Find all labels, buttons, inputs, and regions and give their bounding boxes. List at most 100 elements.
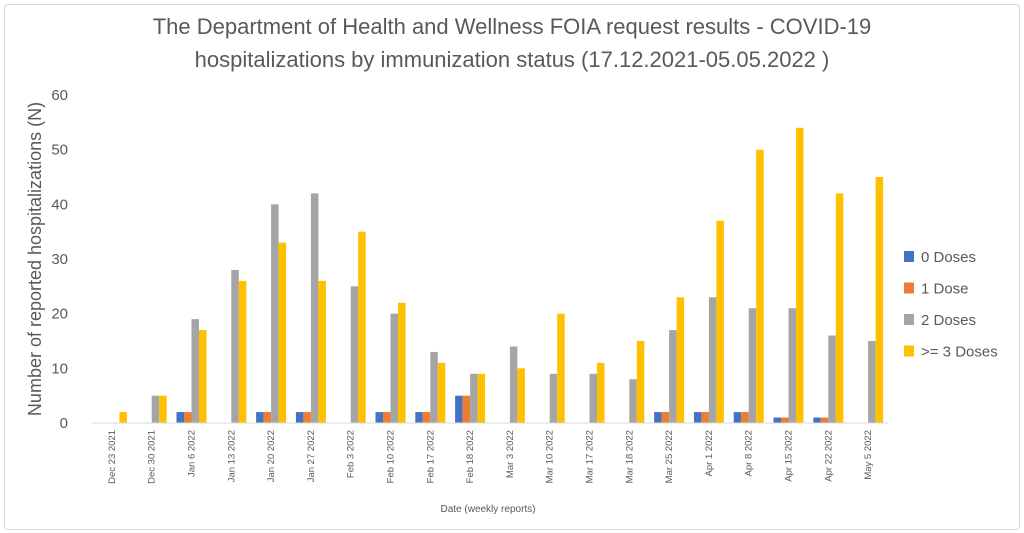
bar-2-doses — [629, 379, 637, 423]
bar-3-doses — [278, 242, 287, 423]
x-tick-label: Jan 13 2022 — [226, 430, 237, 482]
x-tick-label: Apr 22 2022 — [823, 430, 834, 482]
bar-3-doses — [119, 412, 127, 423]
bar-2-doses — [350, 286, 359, 423]
bar-0-doses — [773, 417, 781, 423]
y-tick-label: 60 — [51, 87, 68, 104]
bar-3-doses — [636, 341, 645, 423]
bar-2-doses — [430, 351, 438, 423]
bar-3-doses — [756, 149, 764, 424]
bar-3-doses — [318, 280, 326, 423]
bar-1-dose — [781, 417, 789, 423]
x-axis-ticks: Dec 23 2021 Dec 30 2021 Jan 6 2022 Jan 13 2… — [107, 430, 874, 484]
x-tick-label: Mar 10 2022 — [545, 430, 556, 483]
bar-2-doses — [191, 319, 199, 423]
x-tick-label: Dec 23 2021 — [107, 430, 118, 484]
chart-frame — [4, 4, 1020, 530]
bar-2-doses — [271, 204, 279, 423]
bar-3-doses — [557, 313, 565, 423]
bar-2-doses — [390, 313, 398, 423]
bar-0-doses — [176, 412, 184, 423]
x-tick-label: Dec 30 2021 — [147, 430, 158, 484]
bar-0-doses — [375, 412, 383, 423]
legend-swatch — [904, 345, 914, 357]
x-axis-label: Date (weekly reports) — [440, 504, 535, 515]
bar-3-doses — [796, 127, 804, 424]
bar-1-dose — [661, 412, 670, 423]
bar-0-doses — [654, 412, 662, 423]
bar-3-doses — [875, 177, 884, 423]
bar-2-doses — [231, 269, 239, 423]
x-tick-label: Apr 8 2022 — [744, 430, 755, 476]
bar-3-doses — [358, 231, 366, 423]
legend-swatch — [904, 282, 914, 294]
y-tick-label: 20 — [51, 306, 68, 323]
bar-0-doses — [455, 395, 463, 423]
legend-swatch — [904, 314, 914, 325]
bar-3-doses — [238, 280, 247, 423]
bar-2-doses — [509, 346, 518, 423]
bar-0-doses — [415, 412, 423, 423]
bar-1-dose — [303, 412, 311, 423]
chart-title-line-2: hospitalizations by immunization status … — [195, 47, 830, 72]
x-tick-label: Feb 17 2022 — [425, 430, 436, 483]
bar-0-doses — [693, 412, 702, 423]
bar-1-dose — [263, 412, 272, 423]
bar-0-doses — [256, 412, 264, 423]
bar-2-doses — [549, 373, 558, 423]
bar-3-doses — [676, 297, 685, 423]
y-tick-label: 0 — [60, 415, 68, 432]
x-tick-label: Mar 17 2022 — [585, 430, 596, 483]
bar-3-doses — [517, 368, 525, 423]
bar-3-doses — [477, 373, 486, 423]
bar-3-doses — [716, 220, 724, 423]
bar-2-doses — [708, 297, 717, 423]
x-tick-label: Jan 27 2022 — [306, 430, 317, 482]
legend-label: 1 Dose — [921, 281, 969, 298]
y-tick-label: 40 — [51, 196, 68, 213]
bar-2-doses — [828, 335, 836, 423]
x-tick-label: Jan 20 2022 — [266, 430, 277, 482]
bar-2-doses — [669, 330, 677, 423]
bar-2-doses — [310, 193, 319, 423]
legend-label: 2 Doses — [921, 312, 976, 329]
bar-3-doses — [398, 302, 406, 423]
x-tick-label: May 5 2022 — [863, 430, 874, 480]
bar-2-doses — [151, 395, 160, 423]
bar-0-doses — [295, 412, 304, 423]
bar-2-doses — [788, 308, 796, 423]
bar-3-doses — [159, 395, 167, 423]
y-tick-label: 50 — [51, 142, 68, 159]
bar-1-dose — [184, 412, 192, 423]
bar-2-doses — [470, 373, 478, 423]
bar-3-doses — [199, 330, 207, 423]
bar-2-doses — [868, 341, 876, 423]
y-tick-label: 10 — [51, 360, 68, 377]
bar-2-doses — [748, 308, 757, 423]
bar-1-dose — [820, 417, 829, 423]
y-tick-label: 30 — [51, 251, 68, 268]
bar-1-dose — [701, 412, 709, 423]
bar-1-dose — [462, 395, 471, 423]
legend-swatch — [904, 251, 914, 262]
x-tick-label: Mar 3 2022 — [505, 430, 516, 478]
bar-0-doses — [813, 417, 821, 423]
x-tick-label: Feb 10 2022 — [386, 430, 397, 483]
bar-1-dose — [383, 412, 391, 423]
bar-1-dose — [422, 412, 431, 423]
legend-label: >= 3 Doses — [921, 344, 998, 361]
y-axis-label: Number of reported hospitalizations (N) — [25, 102, 45, 416]
bar-1-dose — [741, 412, 749, 423]
x-tick-label: Feb 18 2022 — [465, 430, 476, 483]
x-tick-label: Apr 15 2022 — [784, 430, 795, 482]
chart-title-line-1: The Department of Health and Wellness FO… — [153, 14, 872, 39]
bar-3-doses — [437, 362, 446, 423]
x-tick-label: Mar 25 2022 — [664, 430, 675, 483]
bar-0-doses — [733, 412, 742, 423]
bar-3-doses — [835, 193, 844, 423]
x-tick-label: Feb 3 2022 — [346, 430, 357, 478]
legend-label: 0 Doses — [921, 249, 976, 266]
bar-3-doses — [597, 362, 605, 423]
x-tick-label: Apr 1 2022 — [704, 430, 715, 476]
